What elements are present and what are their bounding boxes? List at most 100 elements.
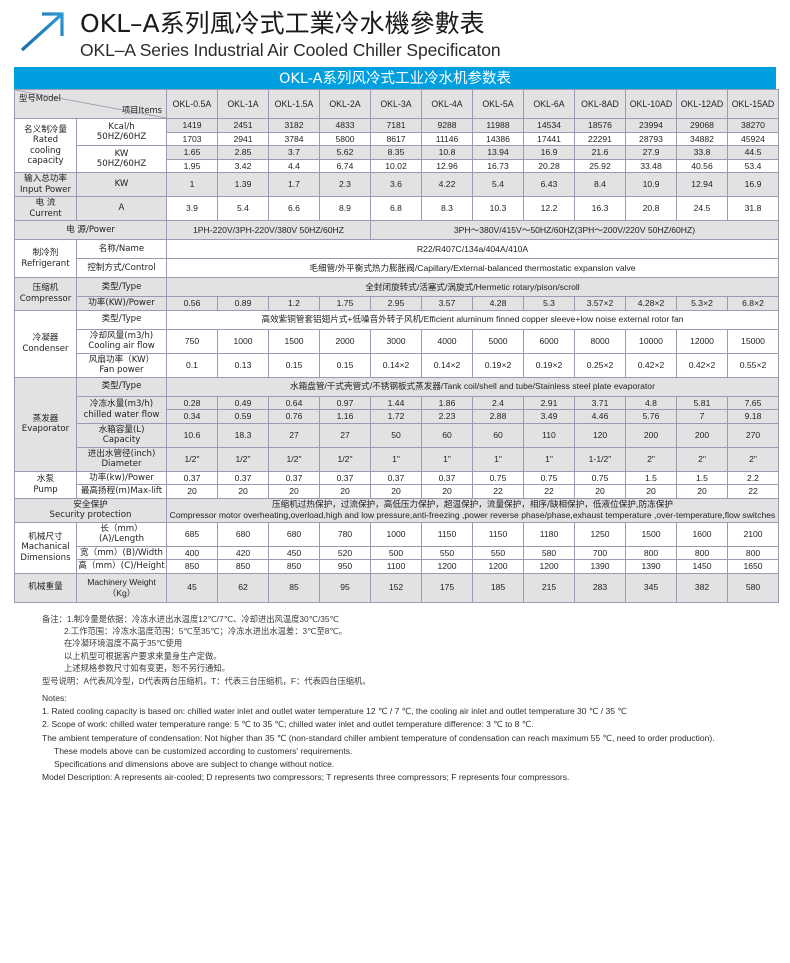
model-header-2: OKL-1.5A	[268, 89, 320, 119]
cell-value-3: 20	[319, 484, 371, 499]
cell-value-9: 1500	[625, 521, 677, 547]
security-text: 压缩机过热保护，过流保护，高低压力保护，超温保护，流量保护，相序/缺相保护，低液…	[166, 497, 779, 523]
cell-value-6: 5.4	[472, 172, 524, 197]
cell-value-3: 5.62	[319, 145, 371, 160]
cell-value-0: 45	[166, 572, 218, 603]
cell-value-3: 0.97	[319, 395, 371, 410]
cell-value-3: 95	[319, 572, 371, 603]
model-header-5: OKL-4A	[421, 89, 473, 119]
cell-value-9: 20.8	[625, 196, 677, 221]
cell-value-10: 12000	[676, 328, 728, 354]
cell-value-2: 27	[268, 422, 320, 448]
cell-value-8: 25.92	[574, 158, 626, 173]
cell-value-11: 31.8	[727, 196, 779, 221]
cell-value-8: 3.57×2	[574, 296, 626, 311]
cell-value-4: 2.95	[370, 296, 422, 311]
cell-value-6: 0.19×2	[472, 352, 524, 378]
cell-value-6: 1"	[472, 446, 524, 472]
compressor-label: 压缩机 Compressor	[14, 277, 77, 311]
cell-value-1: 0.37	[217, 470, 269, 485]
note-en-5: Specifications and dimensions above are …	[54, 758, 335, 769]
cell-value-5: 8.3	[421, 196, 473, 221]
cell-value-1: 0.89	[217, 296, 269, 311]
cell-value-11: 45924	[727, 131, 779, 146]
evaporator-item-0: 类型/Type	[76, 376, 167, 397]
cell-value-8: 0.25×2	[574, 352, 626, 378]
cell-value-2: 0.76	[268, 409, 320, 424]
model-header-10: OKL-12AD	[676, 89, 728, 119]
cell-value-0: 685	[166, 521, 218, 547]
cell-value-11: 800	[727, 545, 779, 560]
cell-value-9: 27.9	[625, 145, 677, 160]
cell-value-10: 800	[676, 545, 728, 560]
cell-value-3: 2000	[319, 328, 371, 354]
group-label-1: 输入总功率 Input Power	[14, 172, 77, 197]
cell-value-5: 11146	[421, 131, 473, 146]
cell-value-5: 0.37	[421, 470, 473, 485]
condenser-merged-0: 高效紫铜管套铝翅片式+低噪音外转子风机/Efficient aluminum f…	[166, 309, 779, 330]
cell-value-1: 0.13	[217, 352, 269, 378]
cell-value-1: 3.42	[217, 158, 269, 173]
cell-value-7: 0.19×2	[523, 352, 575, 378]
cell-value-8: 120	[574, 422, 626, 448]
cell-value-6: 1200	[472, 559, 524, 574]
cell-value-4: 152	[370, 572, 422, 603]
cell-value-3: 1.75	[319, 296, 371, 311]
cell-value-5: 4000	[421, 328, 473, 354]
cell-value-9: 23994	[625, 118, 677, 133]
cell-value-0: 1419	[166, 118, 218, 133]
cell-value-9: 0.42×2	[625, 352, 677, 378]
cell-value-11: 9.18	[727, 409, 779, 424]
page-title-en: OKL–A Series Industrial Air Cooled Chill…	[80, 40, 501, 60]
cell-value-7: 215	[523, 572, 575, 603]
cell-value-9: 200	[625, 422, 677, 448]
cell-value-3: 27	[319, 422, 371, 448]
cell-value-2: 1500	[268, 328, 320, 354]
cell-value-1: 20	[217, 484, 269, 499]
power-right: 3PH～380V/415V～50HZ/60HZ(3PH～200V/220V 50…	[370, 220, 779, 240]
cell-value-2: 450	[268, 545, 320, 560]
cell-value-2: 20	[268, 484, 320, 499]
cell-value-0: 10.6	[166, 422, 218, 448]
cell-value-6: 14386	[472, 131, 524, 146]
cell-value-6: 16.73	[472, 158, 524, 173]
page-title-cn: OKL–A系列風冷式工業冷水機參數表	[80, 9, 485, 38]
condenser-item-0: 类型/Type	[76, 309, 167, 330]
cell-value-9: 800	[625, 545, 677, 560]
cell-value-3: 2.3	[319, 172, 371, 197]
cell-value-8: 1390	[574, 559, 626, 574]
cell-value-3: 5800	[319, 131, 371, 146]
cell-value-3: 520	[319, 545, 371, 560]
cell-value-2: 3784	[268, 131, 320, 146]
pump-label: 水泵 Pump	[14, 470, 77, 499]
cell-value-0: 3.9	[166, 196, 218, 221]
cell-value-8: 21.6	[574, 145, 626, 160]
arrow-up-right-icon	[20, 12, 64, 52]
condenser-item-2: 风扇功率（KW） Fan power	[76, 352, 167, 378]
condenser-label: 冷凝器 Condenser	[14, 309, 77, 378]
cell-value-0: 850	[166, 559, 218, 574]
cell-value-0: 750	[166, 328, 218, 354]
cell-value-3: 0.37	[319, 470, 371, 485]
cell-value-4: 50	[370, 422, 422, 448]
cell-value-7: 1200	[523, 559, 575, 574]
cell-value-5: 1"	[421, 446, 473, 472]
cell-value-6: 11988	[472, 118, 524, 133]
cell-value-11: 44.5	[727, 145, 779, 160]
cell-value-0: 20	[166, 484, 218, 499]
cell-value-0: 0.1	[166, 352, 218, 378]
cell-value-2: 680	[268, 521, 320, 547]
cell-value-7: 110	[523, 422, 575, 448]
cell-value-9: 1390	[625, 559, 677, 574]
cell-value-9: 33.48	[625, 158, 677, 173]
masthead: OKL–A系列風冷式工業冷水機參數表 OKL–A Series Industri…	[14, 0, 776, 67]
cell-value-3: 6.74	[319, 158, 371, 173]
cell-value-0: 0.34	[166, 409, 218, 424]
item-label: A	[76, 196, 167, 221]
cell-value-0: 0.28	[166, 395, 218, 410]
table-banner-title: OKL-A系列风冷式工业冷水机参数表	[14, 67, 776, 89]
cell-value-0: 1.65	[166, 145, 218, 160]
cell-value-8: 18576	[574, 118, 626, 133]
evaporator-item-1: 冷冻水量(m3/h) chilled water flow	[76, 395, 167, 424]
cell-value-6: 0.75	[472, 470, 524, 485]
